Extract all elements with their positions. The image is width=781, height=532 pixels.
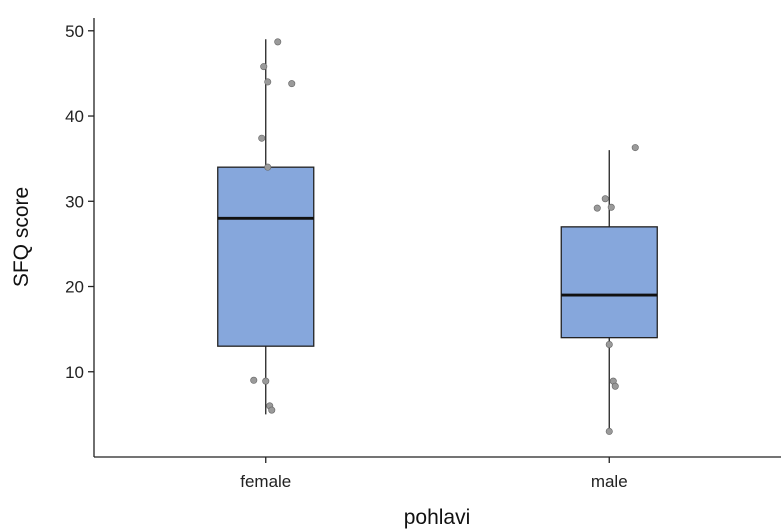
boxes	[217, 39, 658, 432]
y-ticks: 10 20 30 40 50	[65, 22, 94, 382]
data-point	[258, 134, 266, 142]
x-tick-label: male	[591, 472, 628, 491]
data-point	[611, 382, 619, 390]
y-tick-label: 50	[65, 22, 84, 41]
data-point	[605, 340, 613, 348]
x-axis-title: pohlavi	[404, 506, 471, 529]
data-point	[605, 427, 613, 435]
data-point	[631, 144, 639, 152]
data-point	[268, 406, 276, 414]
data-point	[274, 38, 282, 46]
data-point	[260, 63, 268, 71]
data-point	[593, 204, 601, 212]
iqr-box	[217, 166, 315, 347]
iqr-box	[560, 226, 658, 339]
data-point	[250, 376, 258, 384]
y-axis-title: SFQ score	[10, 187, 33, 287]
box-male	[560, 150, 658, 432]
data-point	[601, 195, 609, 203]
x-ticks: female male	[240, 457, 628, 491]
data-point	[264, 78, 272, 86]
data-point	[262, 377, 270, 385]
data-point	[607, 203, 615, 211]
y-tick-label: 10	[65, 363, 84, 382]
x-tick-label: female	[240, 472, 291, 491]
y-tick-label: 30	[65, 192, 84, 211]
box-female	[217, 39, 315, 415]
data-point	[264, 163, 272, 171]
axes: 10 20 30 40 50 female male	[65, 18, 781, 491]
y-tick-label: 20	[65, 278, 84, 297]
jitter-points	[250, 38, 639, 435]
y-tick-label: 40	[65, 107, 84, 126]
data-point	[288, 80, 296, 88]
